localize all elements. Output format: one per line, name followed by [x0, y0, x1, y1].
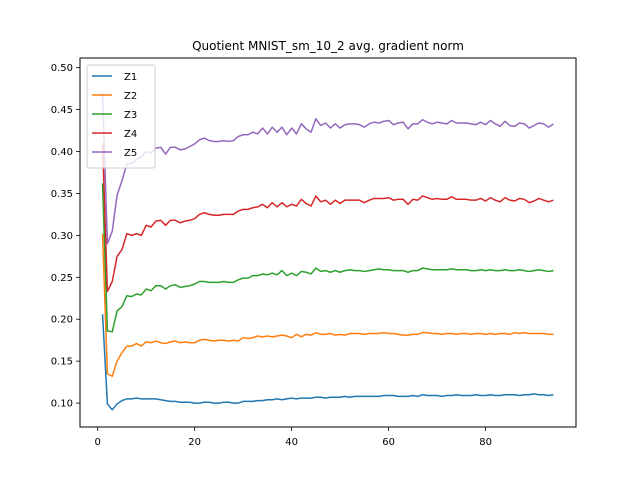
x-axis: 0 20 40 60 80	[95, 427, 492, 448]
y-tick-label: 0.30	[51, 231, 73, 242]
series-line-z4	[101, 143, 554, 293]
series-layer	[101, 92, 554, 411]
y-tick-label: 0.20	[51, 315, 73, 326]
legend-label: Z3	[124, 110, 137, 121]
series-line-z1	[101, 314, 554, 411]
legend-label: Z5	[124, 148, 137, 159]
y-tick-label: 0.25	[51, 273, 73, 284]
y-tick-label: 0.15	[51, 357, 73, 368]
y-tick-label: 0.35	[51, 189, 73, 200]
chart-title: Quotient MNIST_sm_10_2 avg. gradient nor…	[192, 39, 464, 53]
y-tick-label: 0.40	[51, 147, 73, 158]
x-tick-label: 40	[285, 437, 298, 448]
y-tick-label: 0.10	[51, 399, 73, 410]
series-line-z5	[101, 92, 554, 245]
x-tick-label: 20	[188, 437, 201, 448]
y-axis: 0.10 0.15 0.20 0.25 0.30 0.35 0.40 0.45 0.50	[51, 63, 80, 410]
x-tick-label: 80	[479, 437, 492, 448]
series-line-z2	[101, 233, 554, 378]
legend-box	[86, 64, 156, 169]
legend-label: Z1	[124, 72, 137, 83]
plot-frame	[79, 57, 577, 428]
series-line-z3	[101, 183, 554, 333]
x-tick-label: 60	[382, 437, 395, 448]
legend: Z1 Z2 Z3 Z4 Z5	[86, 64, 156, 169]
x-tick-label: 0	[95, 437, 101, 448]
legend-label: Z4	[124, 129, 137, 140]
y-tick-label: 0.50	[51, 63, 73, 74]
legend-label: Z2	[124, 91, 137, 102]
y-tick-label: 0.45	[51, 105, 73, 116]
